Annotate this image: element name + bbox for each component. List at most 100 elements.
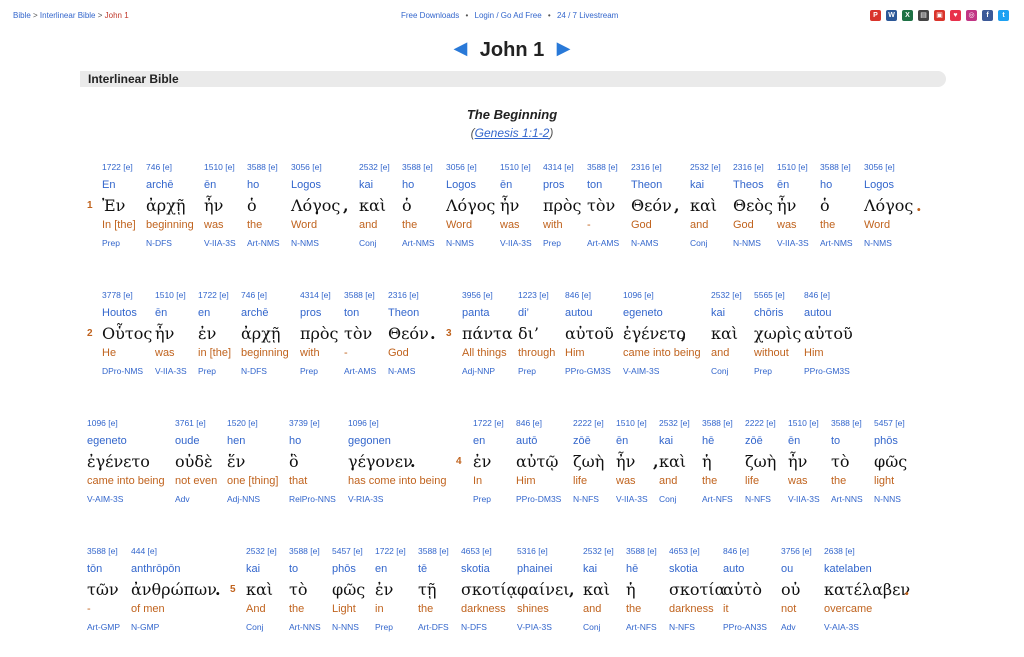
strongs-number-link[interactable]: 2532 [e] [659,418,690,428]
parsing-link[interactable]: V-AIA-3S [824,622,859,632]
strongs-number-link[interactable]: 3778 [e] [102,290,133,300]
strongs-number-link[interactable]: 1096 [e] [87,418,118,428]
transliteration-link[interactable]: ton [587,179,603,191]
parsing-link[interactable]: V-IIA-3S [777,238,809,248]
transliteration-link[interactable]: ton [344,307,360,319]
parsing-link[interactable]: Adv [175,494,190,504]
parsing-link[interactable]: V-AIM-3S [87,494,124,504]
transliteration-link[interactable]: Logos [291,179,321,191]
strongs-number-link[interactable]: 2532 [e] [690,162,721,172]
strongs-number-link[interactable]: 1722 [e] [102,162,133,172]
transliteration-link[interactable]: archē [241,307,269,319]
strongs-number-link[interactable]: 3588 [e] [344,290,375,300]
parsing-link[interactable]: Prep [375,622,393,632]
transliteration-link[interactable]: Logos [864,179,894,191]
transliteration-link[interactable]: ēn [155,307,168,319]
free-downloads-link[interactable]: Free Downloads [401,11,460,20]
transliteration-link[interactable]: di’ [518,307,530,319]
parsing-link[interactable]: Art-NMS [402,238,435,248]
transliteration-link[interactable]: skotia [461,563,490,575]
parsing-link[interactable]: V-IIA-3S [204,238,236,248]
pdf-icon[interactable]: P [870,10,881,21]
parsing-link[interactable]: Prep [473,494,491,504]
parsing-link[interactable]: Art-GMP [87,622,121,632]
parsing-link[interactable]: Prep [198,366,216,376]
transliteration-link[interactable]: autou [565,307,593,319]
parsing-link[interactable]: N-NNS [332,622,359,632]
parsing-link[interactable]: N-NFS [745,494,771,504]
parsing-link[interactable]: Adv [781,622,796,632]
transliteration-link[interactable]: Theos [733,179,764,191]
parsing-link[interactable]: N-NMS [446,238,474,248]
transliteration-link[interactable]: autō [516,435,538,447]
parsing-link[interactable]: Conj [659,494,677,504]
parsing-link[interactable]: N-NFS [573,494,599,504]
strongs-number-link[interactable]: 5457 [e] [332,546,363,556]
transliteration-link[interactable]: panta [462,307,490,319]
transliteration-link[interactable]: Theon [388,307,420,319]
parsing-link[interactable]: V-IIA-3S [788,494,820,504]
twitter-icon[interactable]: t [998,10,1009,21]
strongs-number-link[interactable]: 1722 [e] [198,290,229,300]
strongs-number-link[interactable]: 1096 [e] [623,290,654,300]
parsing-link[interactable]: Art-NFS [626,622,657,632]
transliteration-link[interactable]: oude [175,435,200,447]
transliteration-link[interactable]: skotia [669,563,698,575]
parsing-link[interactable]: N-NNS [874,494,901,504]
transliteration-link[interactable]: phainei [517,563,553,575]
strongs-number-link[interactable]: 1520 [e] [227,418,258,428]
parsing-link[interactable]: N-NMS [733,238,761,248]
strongs-number-link[interactable]: 846 [e] [516,418,542,428]
parsing-link[interactable]: N-DFS [461,622,487,632]
parsing-link[interactable]: Art-DFS [418,622,449,632]
strongs-number-link[interactable]: 3056 [e] [291,162,322,172]
transliteration-link[interactable]: tē [418,563,428,575]
parsing-link[interactable]: V-AIM-3S [623,366,660,376]
transliteration-link[interactable]: gegonen [348,435,391,447]
livestream-link[interactable]: 24 / 7 Livestream [556,11,619,20]
transliteration-link[interactable]: kai [583,563,598,575]
strongs-number-link[interactable]: 2316 [e] [733,162,764,172]
parsing-link[interactable]: V-IIA-3S [155,366,187,376]
next-chapter-icon[interactable]: ▶ [556,38,571,58]
transliteration-link[interactable]: tōn [87,563,103,575]
transliteration-link[interactable]: Logos [446,179,476,191]
word-icon[interactable]: W [886,10,897,21]
parsing-link[interactable]: Conj [711,366,729,376]
strongs-number-link[interactable]: 3588 [e] [587,162,618,172]
strongs-number-link[interactable]: 1223 [e] [518,290,549,300]
strongs-number-link[interactable]: 3588 [e] [820,162,851,172]
transliteration-link[interactable]: auto [723,563,745,575]
strongs-number-link[interactable]: 3056 [e] [864,162,895,172]
strongs-number-link[interactable]: 4314 [e] [300,290,331,300]
parsing-link[interactable]: N-DFS [146,238,172,248]
strongs-number-link[interactable]: 3761 [e] [175,418,206,428]
strongs-number-link[interactable]: 3056 [e] [446,162,477,172]
transliteration-link[interactable]: en [473,435,486,447]
strongs-number-link[interactable]: 1722 [e] [375,546,406,556]
strongs-number-link[interactable]: 2638 [e] [824,546,855,556]
strongs-number-link[interactable]: 2532 [e] [359,162,390,172]
parsing-link[interactable]: Conj [246,622,264,632]
parsing-link[interactable]: PPro-AN3S [723,622,767,632]
parsing-link[interactable]: N-GMP [131,622,160,632]
strongs-number-link[interactable]: 3588 [e] [289,546,320,556]
strongs-number-link[interactable]: 4314 [e] [543,162,574,172]
strongs-number-link[interactable]: 1510 [e] [500,162,531,172]
verse-number[interactable]: 4 [456,456,462,467]
transliteration-link[interactable]: egeneto [623,307,663,319]
parsing-link[interactable]: Conj [583,622,601,632]
strongs-number-link[interactable]: 846 [e] [565,290,591,300]
strongs-number-link[interactable]: 2316 [e] [631,162,662,172]
transliteration-link[interactable]: ēn [204,179,217,191]
strongs-number-link[interactable]: 746 [e] [146,162,172,172]
parsing-link[interactable]: Prep [102,238,120,248]
strongs-number-link[interactable]: 1510 [e] [155,290,186,300]
strongs-number-link[interactable]: 3588 [e] [702,418,733,428]
parsing-link[interactable]: N-DFS [241,366,267,376]
strongs-number-link[interactable]: 2532 [e] [711,290,742,300]
transliteration-link[interactable]: Houtos [102,307,137,319]
parsing-link[interactable]: N-NMS [291,238,319,248]
strongs-number-link[interactable]: 3739 [e] [289,418,320,428]
pocket-icon[interactable]: ♥ [950,10,961,21]
